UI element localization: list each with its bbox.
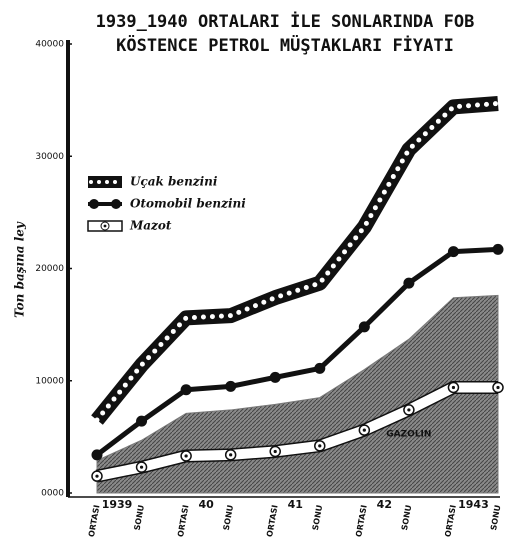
year-label: 1943 bbox=[458, 498, 489, 511]
point bbox=[403, 277, 415, 289]
point bbox=[136, 415, 148, 427]
y-tick-label: 10000 bbox=[35, 376, 64, 386]
x-tick-label: SONU bbox=[489, 504, 502, 531]
line-texture bbox=[94, 100, 501, 423]
chart-title: 1939_1940 ORTALARI İLE SONLARINDA FOB bbox=[96, 10, 475, 32]
year-label: 41 bbox=[288, 498, 303, 511]
year-label: 1939 bbox=[102, 498, 133, 511]
area bbox=[96, 294, 499, 494]
point bbox=[447, 246, 459, 258]
y-tick-label: 40000 bbox=[35, 40, 64, 50]
point-center bbox=[451, 385, 456, 390]
x-tick-label: SONU bbox=[400, 504, 413, 531]
x-tick-label: ORTASI bbox=[265, 504, 279, 537]
point-center bbox=[496, 385, 500, 390]
point bbox=[91, 449, 103, 461]
legend-label: Otomobil benzini bbox=[130, 197, 246, 211]
point bbox=[358, 321, 370, 333]
point-center bbox=[318, 444, 322, 448]
point bbox=[225, 380, 237, 392]
x-tick-label: SONU bbox=[133, 504, 146, 531]
x-tick-label: ORTASI bbox=[176, 504, 190, 537]
x-tick-label: SONU bbox=[222, 504, 235, 531]
point bbox=[314, 362, 326, 374]
point-center bbox=[273, 449, 277, 454]
chart-subtitle: KÖSTENCE PETROL MÜŞTAKLARI FİYATI bbox=[116, 34, 454, 56]
x-tick-label: ORTASI bbox=[354, 504, 368, 537]
x-tick-label: SONU bbox=[311, 504, 324, 531]
point bbox=[492, 243, 504, 255]
year-label: 42 bbox=[377, 498, 392, 511]
legend-label: Mazot bbox=[129, 219, 172, 233]
y-axis-label: Ton başına ley bbox=[13, 221, 27, 318]
line bbox=[96, 382, 498, 482]
legend-swatch-point bbox=[89, 199, 99, 209]
point-center bbox=[184, 454, 188, 458]
x-tick-label: ORTASI bbox=[87, 504, 101, 537]
y-tick-label: 30000 bbox=[35, 152, 64, 162]
year-label: 40 bbox=[198, 498, 214, 511]
x-tick-label: ORTASI bbox=[443, 504, 457, 537]
legend-swatch-point bbox=[111, 199, 121, 209]
line bbox=[95, 246, 499, 457]
point bbox=[269, 371, 281, 383]
legend-label: Uçak benzini bbox=[130, 175, 218, 189]
point-center bbox=[139, 465, 144, 469]
legend-swatch-point bbox=[103, 224, 107, 228]
point-center bbox=[362, 428, 366, 432]
point-center bbox=[95, 474, 99, 478]
area-label: GAZOLIN bbox=[386, 429, 431, 439]
point-center bbox=[229, 453, 233, 457]
point bbox=[180, 384, 192, 396]
point-center bbox=[407, 408, 411, 412]
y-tick-label: 20000 bbox=[35, 264, 64, 274]
y-tick-label: 0000 bbox=[41, 489, 64, 499]
